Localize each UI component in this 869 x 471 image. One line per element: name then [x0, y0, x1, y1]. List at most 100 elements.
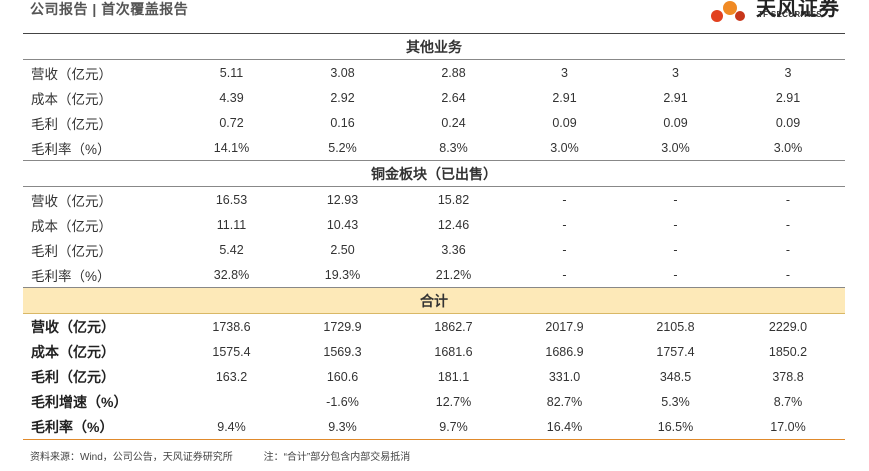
table-cell: 9.3%: [287, 414, 398, 440]
table-cell: 1575.4: [212, 344, 251, 359]
table-cell: 378.8: [772, 369, 804, 384]
table-cell: -: [785, 267, 791, 282]
section-title: 合计: [23, 287, 845, 314]
total-note: 注：“合计”部分包含内部交易抵消: [263, 452, 411, 463]
table-cell: 15.82: [437, 192, 470, 207]
table-cell: 3.0%: [550, 140, 579, 155]
table-row: 毛利率（%） 32.8% 19.3% 21.2% - - -: [23, 262, 845, 288]
table-cell: 331.0: [548, 369, 581, 384]
table-cell: -1.6%: [326, 394, 359, 409]
table-cell: 2229.0: [768, 319, 808, 334]
table-row: 毛利率（%） 14.1% 5.2% 8.3% 3.0% 3.0% 3.0%: [23, 135, 845, 161]
table-row: 营收（亿元） 5.11 3.08 2.88 3 3 3: [23, 60, 845, 86]
logo-text-en: TF SECURITIES: [758, 10, 822, 19]
table-cell: 1757.4: [656, 344, 695, 359]
logo-mark-icon: [711, 1, 745, 22]
table-cell: 5.11: [219, 65, 244, 80]
table-cell: 2.91: [663, 90, 688, 105]
table-row: 毛利增速（%） -1.6% 12.7% 82.7% 5.3% 8.7%: [23, 389, 845, 414]
table-cell: 3.0%: [773, 140, 803, 155]
table-cell: 1681.6: [434, 344, 473, 359]
table-row: 营收（亿元） 1738.6 1729.9 1862.7 2017.9 2105.8 2229…: [23, 314, 845, 340]
table-cell: 181.1: [437, 369, 470, 384]
table-cell: 9.4%: [176, 414, 287, 440]
table-cell: 2.64: [441, 90, 466, 105]
table-cell: 5.2%: [328, 140, 357, 155]
table-cell: 3.0%: [661, 140, 690, 155]
table-cell: -: [562, 192, 567, 207]
row-label: 营收（亿元）: [31, 66, 112, 82]
table-row: 毛利率（%） 9.4% 9.3% 9.7% 16.4% 16.5% 17.0%: [23, 414, 845, 440]
row-label: 营收（亿元）: [31, 193, 112, 209]
table-cell: 163.2: [215, 369, 248, 384]
table-cell: 16.5%: [620, 414, 731, 440]
table-row: 成本（亿元） 4.39 2.92 2.64 2.91 2.91 2.91: [23, 85, 845, 110]
table-cell: 17.0%: [731, 414, 845, 440]
table-cell: 0.24: [441, 115, 466, 130]
section-header-row: 合计: [23, 287, 845, 314]
table-cell: 5.3%: [661, 394, 690, 409]
logo-text-cn: 天风证券: [756, 0, 840, 20]
source-note: 资料来源：Wind，公司公告，天风证券研究所: [30, 452, 233, 463]
table-row: 成本（亿元） 11.11 10.43 12.46 - - -: [23, 212, 845, 237]
row-label: 成本（亿元）: [31, 91, 112, 107]
section-header-row: 其他业务: [23, 33, 845, 60]
table-cell: 3: [672, 65, 679, 80]
table-cell: 19.3%: [324, 267, 361, 282]
table-cell: 2.92: [330, 90, 355, 105]
row-label: 毛利（亿元）: [31, 243, 112, 259]
table-cell: 12.46: [437, 217, 470, 232]
row-label: 毛利率（%）: [31, 268, 111, 284]
table-cell: 2.50: [330, 242, 355, 257]
table-cell: 0.09: [552, 115, 577, 130]
table-cell: -: [673, 217, 678, 232]
table-cell: [176, 389, 287, 414]
section-title: 铜金板块（已出售）: [23, 160, 845, 187]
table-cell: 0.09: [775, 115, 801, 130]
table-cell: -: [673, 267, 678, 282]
table-cell: 1686.9: [545, 344, 584, 359]
table-cell: 16.53: [215, 192, 248, 207]
table-cell: -: [562, 267, 567, 282]
section-header-row: 铜金板块（已出售）: [23, 160, 845, 187]
row-label: 毛利增速（%）: [31, 393, 128, 410]
table-row: 毛利（亿元） 5.42 2.50 3.36 - - -: [23, 237, 845, 262]
table-row: 毛利（亿元） 163.2 160.6 181.1 331.0 348.5 378.8: [23, 364, 845, 389]
table-cell: 3.36: [441, 242, 466, 257]
table-cell: 32.8%: [213, 267, 250, 282]
table-cell: 12.93: [326, 192, 359, 207]
row-label: 毛利率（%）: [31, 141, 111, 157]
table-row: 成本（亿元） 1575.4 1569.3 1681.6 1686.9 1757.4 1850…: [23, 339, 845, 364]
row-label: 毛利（亿元）: [31, 368, 115, 385]
table-cell: 2017.9: [545, 319, 584, 334]
section-title: 其他业务: [23, 33, 845, 60]
table-cell: 2.91: [775, 90, 801, 105]
row-label: 毛利率（%）: [23, 414, 176, 440]
table-cell: 0.09: [663, 115, 688, 130]
row-label: 毛利（亿元）: [31, 116, 112, 132]
report-header-title: 公司报告 | 首次覆盖报告: [30, 1, 189, 17]
table-cell: 21.2%: [435, 267, 472, 282]
table-cell: 5.42: [219, 242, 244, 257]
table-cell: 12.7%: [435, 394, 472, 409]
tf-securities-logo: 天风证券 TF SECURITIES: [708, 0, 858, 22]
table-cell: 348.5: [659, 369, 692, 384]
table-cell: 3: [784, 65, 792, 80]
row-label: 成本（亿元）: [31, 343, 115, 360]
table-cell: 0.16: [330, 115, 355, 130]
table-cell: -: [785, 192, 791, 207]
table-cell: 9.7%: [398, 414, 509, 440]
table-cell: 14.1%: [213, 140, 250, 155]
table-cell: 2.88: [441, 65, 466, 80]
table-cell: 160.6: [326, 369, 359, 384]
table-row: 营收（亿元） 16.53 12.93 15.82 - - -: [23, 187, 845, 213]
table-cell: -: [562, 217, 567, 232]
table-cell: -: [673, 192, 678, 207]
table-cell: 8.7%: [773, 394, 803, 409]
business-financials-table: 其他业务营收（亿元） 5.11 3.08 2.88 3 3 3 成本（亿元） 4.39 2.92 2…: [23, 33, 845, 440]
table-cell: 3: [561, 65, 568, 80]
row-label: 营收（亿元）: [31, 318, 115, 335]
table-cell: 4.39: [219, 90, 244, 105]
table-cell: -: [785, 217, 791, 232]
table-cell: 3.08: [330, 65, 355, 80]
